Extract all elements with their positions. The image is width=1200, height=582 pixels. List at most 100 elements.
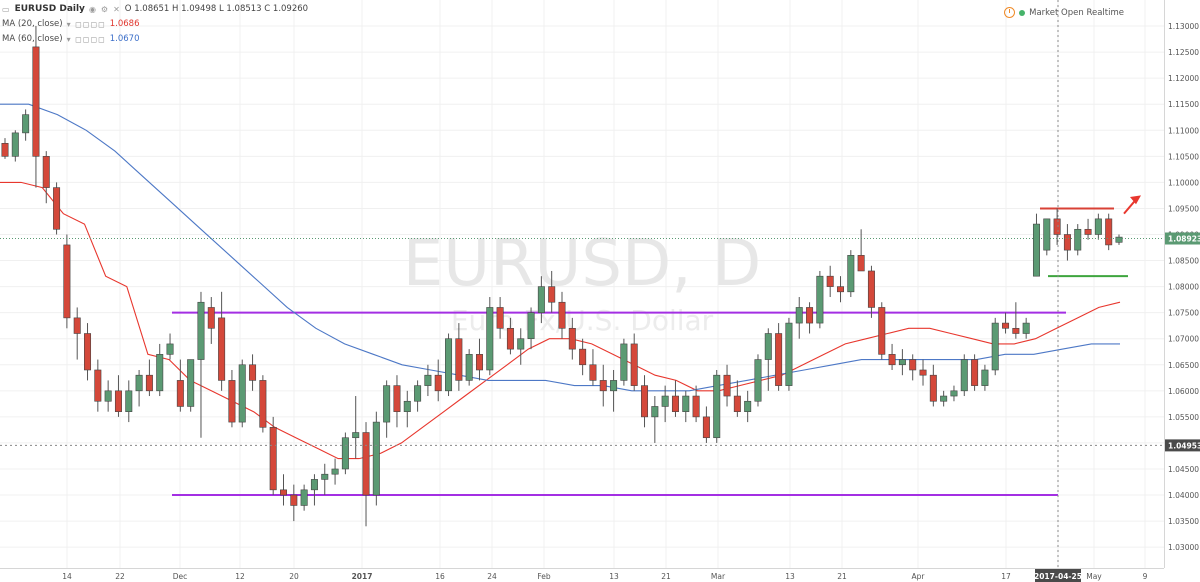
candle-body [1063, 234, 1071, 251]
crosshair-price-label: 1.04953 [1168, 441, 1200, 450]
time-tick-label: 17 [1001, 572, 1011, 581]
price-tick-label: 1.03000 [1168, 543, 1199, 552]
candle-body [702, 416, 710, 439]
clock-icon [1004, 7, 1016, 18]
candle-body [207, 307, 215, 329]
status-dot-icon [1019, 9, 1026, 16]
candle-body [465, 354, 473, 381]
candle-body [249, 364, 257, 381]
ohlc-readout: O 1.08651 H 1.09498 L 1.08513 C 1.09260 [124, 4, 309, 14]
price-axis-svg: 1.13000 1.12500 1.12000 1.11500 1.11000 1.105… [1165, 22, 1200, 552]
candle-body [84, 333, 92, 371]
candle-body [733, 395, 741, 412]
candle-body [971, 359, 979, 386]
candle-body [475, 354, 483, 371]
price-tick-label: 1.04500 [1168, 465, 1199, 474]
candle-body [32, 46, 40, 157]
crosshair-date-box [1035, 569, 1081, 582]
candle-body [661, 395, 669, 407]
candle-body [713, 374, 721, 439]
ma60-label: MA (60, close) [2, 34, 63, 44]
price-tick-label: 1.09500 [1168, 204, 1199, 213]
candle-body [837, 286, 844, 293]
candle-body [950, 390, 958, 397]
candle-body [826, 275, 834, 287]
price-tick-label: 1.08500 [1168, 257, 1199, 266]
price-chart[interactable]: EURUSD, D Euro Fx/U.S. Dollar [0, 0, 1164, 568]
candle-body [651, 406, 659, 418]
candle-body [610, 380, 618, 392]
moving-averages [0, 103, 1121, 460]
candle-body [940, 395, 948, 402]
candle-body [1115, 236, 1123, 243]
time-tick-label: May [1086, 572, 1102, 581]
candle-body [145, 374, 153, 392]
candle-body [372, 421, 380, 496]
candle-body [11, 132, 19, 157]
annotations [0, 0, 1164, 568]
candle-body [929, 374, 937, 402]
ma20-line [0, 181, 1121, 460]
ma20-controls-icon[interactable]: ▾ ◻◻◻◻ [66, 19, 106, 29]
ma60-value: 1.0670 [109, 34, 140, 44]
candle-body [671, 395, 679, 412]
candle-body [579, 348, 587, 366]
candle-body [53, 187, 61, 230]
candle-body [414, 385, 422, 402]
candle-body [1002, 322, 1010, 329]
close-icon[interactable]: ✕ [113, 4, 121, 14]
candle-body [383, 385, 391, 423]
last-price-box [1165, 232, 1200, 245]
candle-body [238, 364, 246, 423]
candle-body [506, 327, 514, 350]
ma60-controls-icon[interactable]: ▾ ◻◻◻◻ [66, 34, 106, 44]
candle-body [1094, 218, 1102, 235]
candle-body [527, 312, 535, 340]
eye-icon[interactable]: ◉ [88, 4, 97, 14]
price-tick-label: 1.06000 [1168, 387, 1199, 396]
gear-icon[interactable]: ⚙ [100, 4, 110, 14]
symbol-title: EURUSD Daily [14, 4, 85, 14]
candle-body [641, 385, 649, 418]
time-tick-label: 14 [62, 572, 72, 581]
candle-body [63, 244, 71, 319]
watermark-title: EURUSD, D [403, 227, 761, 301]
candle-body [445, 338, 453, 392]
candle-body [744, 400, 752, 412]
candle-body [424, 374, 432, 386]
time-tick-label: 21 [661, 572, 671, 581]
candle-body [991, 322, 999, 371]
candle-body [341, 437, 349, 470]
candle-body [723, 374, 731, 397]
time-tick-label: Feb [537, 572, 551, 581]
time-axis[interactable]: 14 22 Dec 12 20 2017 16 24 Feb 13 21 Mar 13 21 Apr 17 20… [0, 568, 1164, 582]
candle-body [558, 301, 566, 329]
candle-body [352, 432, 360, 439]
candle-body [806, 307, 814, 324]
crosshair-price-box [1165, 439, 1200, 452]
candle-body [589, 364, 597, 381]
candle-body [104, 390, 112, 402]
price-tick-label: 1.08000 [1168, 283, 1199, 292]
candle-body [197, 301, 205, 360]
candle-body [517, 338, 525, 350]
candle-body [1, 143, 9, 157]
candle-body [537, 286, 545, 313]
price-axis[interactable]: 1.13000 1.12500 1.12000 1.11500 1.11000 1.105… [1164, 0, 1200, 568]
candle-body [228, 380, 236, 423]
candles [1, 26, 1123, 527]
market-status[interactable]: Market Open Realtime [1004, 7, 1124, 18]
time-tick-label: 20 [289, 572, 299, 581]
time-tick-label: Mar [711, 572, 726, 581]
chart-area[interactable]: EURUSD, D Euro Fx/U.S. Dollar ▭ EURUSD D… [0, 0, 1164, 568]
candle-body [1022, 322, 1030, 334]
time-tick-label: 21 [837, 572, 847, 581]
minus-icon[interactable]: ▭ [2, 4, 11, 14]
time-tick-label: 13 [785, 572, 795, 581]
candle-body [1043, 218, 1051, 251]
price-tick-label: 1.10500 [1168, 152, 1199, 161]
candle-body [599, 380, 607, 392]
price-tick-label: 1.13000 [1168, 22, 1199, 31]
candle-body [434, 374, 442, 392]
time-axis-svg: 14 22 Dec 12 20 2017 16 24 Feb 13 21 Mar 13 21 Apr 17 20… [62, 569, 1148, 582]
